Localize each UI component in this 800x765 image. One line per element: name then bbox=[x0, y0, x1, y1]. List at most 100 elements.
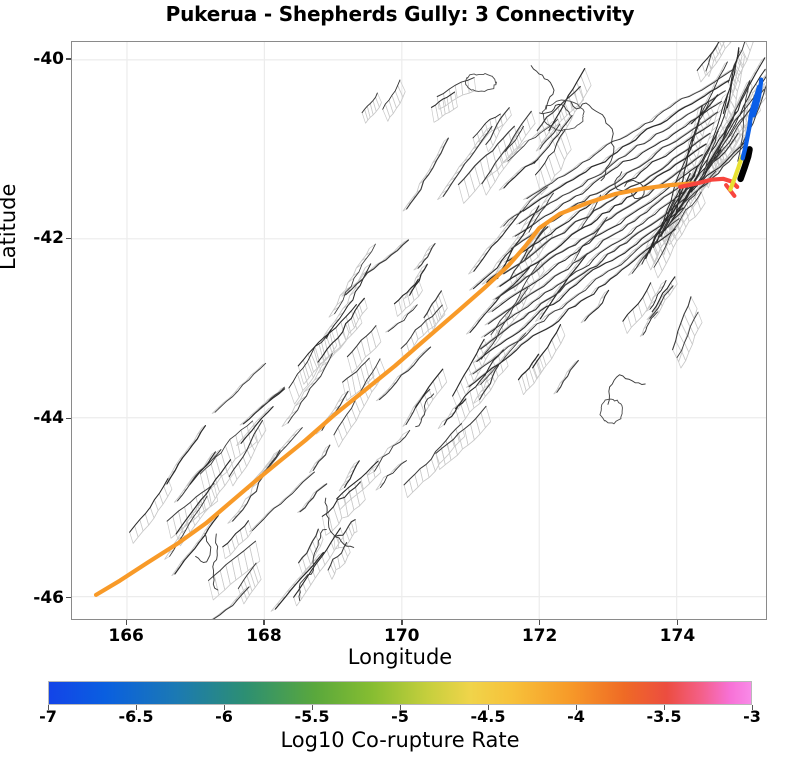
fault-trace bbox=[166, 425, 207, 485]
fault-section-polygon bbox=[526, 111, 536, 130]
fault-section-polygon bbox=[149, 499, 159, 519]
highlight-pukerua-parallel bbox=[751, 77, 764, 118]
fault-section-edge bbox=[132, 488, 173, 544]
colorbar-tick-mark bbox=[751, 705, 753, 710]
fault-trace bbox=[298, 529, 327, 602]
highlight-source-fault bbox=[737, 146, 753, 183]
fault-trace bbox=[622, 282, 652, 322]
fault-trace bbox=[642, 311, 658, 336]
fault-trace bbox=[251, 471, 315, 531]
fault-trace bbox=[641, 199, 676, 265]
fault-trace bbox=[535, 129, 566, 176]
fault-section-polygon bbox=[661, 245, 671, 264]
fault-section-polygon bbox=[244, 520, 253, 538]
colorbar-tick-mark bbox=[575, 705, 577, 710]
fault-trace bbox=[649, 285, 674, 319]
fault-trace bbox=[479, 364, 500, 400]
fault-trace bbox=[228, 419, 264, 477]
fault-section-polygon bbox=[321, 549, 331, 566]
fault-trace bbox=[599, 398, 623, 425]
colorbar[interactable]: -7 -6.5 -6 -5.5 -5 -4.5 -4 -3.5 -3 bbox=[39, 681, 761, 726]
highlight-ohariu bbox=[728, 154, 745, 192]
map-plot-area[interactable] bbox=[71, 41, 767, 620]
fault-trace bbox=[522, 79, 730, 212]
fault-trace bbox=[409, 263, 428, 296]
fault-section-polygon bbox=[437, 368, 448, 389]
y-axis-label: Latitude bbox=[0, 183, 20, 270]
fault-trace bbox=[212, 586, 250, 619]
fault-trace bbox=[317, 297, 365, 363]
y-tick-label: -44 bbox=[33, 408, 64, 429]
fault-section-polygon bbox=[490, 163, 500, 183]
fault-trace bbox=[507, 122, 715, 262]
highlighted-corupture-paths bbox=[93, 77, 764, 597]
fault-trace bbox=[701, 98, 731, 176]
fault-section-edge bbox=[211, 588, 246, 619]
fault-trace bbox=[430, 91, 456, 108]
fault-trace bbox=[683, 144, 746, 204]
colorbar-tick-mark bbox=[487, 705, 489, 710]
fault-section-polygon bbox=[238, 456, 247, 474]
fault-section-polygon bbox=[493, 124, 500, 139]
fault-trace bbox=[514, 101, 722, 237]
fault-section-polygon bbox=[657, 252, 667, 272]
fault-trace bbox=[496, 205, 540, 280]
fault-section-polygon bbox=[556, 324, 566, 345]
fault-trace bbox=[480, 287, 529, 360]
colorbar-tick-label: -4.5 bbox=[470, 707, 506, 726]
fault-trace bbox=[536, 85, 581, 132]
fault-trace bbox=[373, 429, 411, 472]
fault-trace bbox=[653, 191, 702, 268]
fault-section-polygon bbox=[653, 260, 663, 279]
x-tick-label: 174 bbox=[659, 626, 696, 646]
fault-trace bbox=[333, 519, 356, 538]
fault-trace bbox=[675, 104, 703, 215]
fault-trace bbox=[468, 228, 676, 387]
fault-trace bbox=[274, 551, 324, 610]
fault-section-polygon bbox=[681, 342, 690, 362]
fault-section-polygon bbox=[410, 329, 419, 346]
fault-trace bbox=[490, 259, 541, 336]
fault-trace bbox=[503, 159, 539, 189]
fault-trace bbox=[297, 304, 357, 367]
fault-trace bbox=[189, 451, 216, 485]
fault-trace bbox=[607, 374, 646, 405]
fault-trace bbox=[232, 449, 281, 522]
fault-trace bbox=[336, 460, 379, 500]
fault-trace bbox=[503, 186, 548, 227]
fault-trace bbox=[686, 92, 729, 198]
x-tick-mark bbox=[125, 620, 128, 625]
fault-trace bbox=[436, 77, 475, 98]
fault-trace bbox=[288, 328, 332, 389]
colorbar-tick-label: -5.5 bbox=[294, 707, 330, 726]
fault-section-polygon bbox=[326, 541, 335, 559]
fault-map-layer bbox=[93, 42, 766, 619]
x-tick-mark bbox=[263, 620, 265, 625]
colorbar-gradient bbox=[48, 681, 752, 705]
fault-section-polygon bbox=[762, 74, 766, 79]
fault-section-polygon bbox=[253, 427, 263, 444]
fault-trace bbox=[472, 248, 514, 290]
fault-section-polygon bbox=[328, 306, 340, 318]
fault-section-polygon bbox=[154, 492, 164, 511]
fault-trace bbox=[484, 186, 692, 337]
fault-trace bbox=[473, 210, 522, 272]
fault-trace bbox=[212, 533, 219, 591]
fault-section-polygons bbox=[129, 42, 766, 619]
fault-trace bbox=[287, 353, 333, 424]
fault-trace bbox=[346, 325, 377, 358]
fault-section-polygon bbox=[233, 462, 243, 480]
page-title: Pukerua - Shepherds Gully: 3 Connectivit… bbox=[165, 2, 635, 26]
x-tick-mark bbox=[401, 620, 403, 625]
fault-trace bbox=[676, 311, 699, 358]
colorbar-tick-label: -6.5 bbox=[118, 707, 154, 726]
fault-trace bbox=[387, 304, 418, 332]
fault-trace bbox=[705, 42, 720, 72]
fault-section-polygon bbox=[745, 42, 754, 52]
fault-trace bbox=[312, 444, 331, 471]
fault-trace bbox=[690, 94, 719, 125]
fault-section-polygon bbox=[499, 150, 509, 170]
fault-section-polygon bbox=[351, 400, 361, 422]
y-tick-mark bbox=[66, 58, 71, 60]
